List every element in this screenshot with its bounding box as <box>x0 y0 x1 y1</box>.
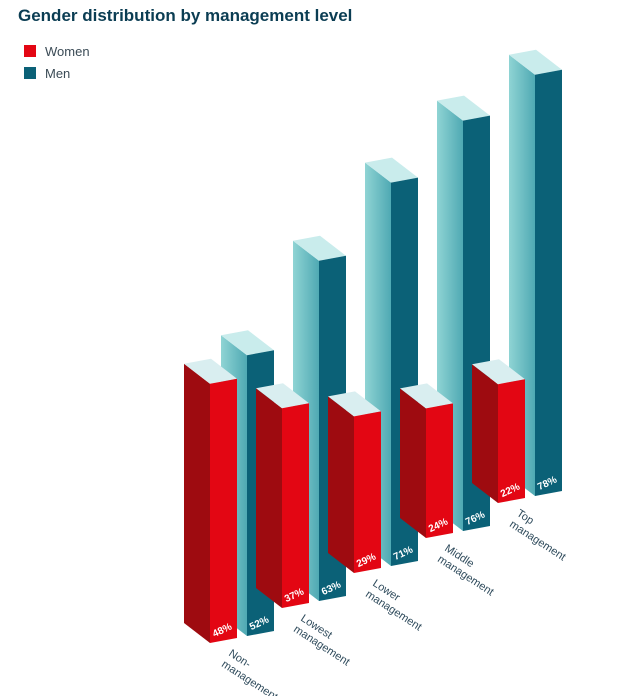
bar-women-0-side-face <box>184 363 210 643</box>
bar-women-2-top-face <box>328 391 381 417</box>
bar-women-2-side-face <box>328 396 354 573</box>
bar-women-3-top-face <box>400 383 453 409</box>
bar-women-4-top-face <box>472 359 525 385</box>
legend-item-men: Men <box>24 62 90 84</box>
chart-title: Gender distribution by management level <box>18 6 353 25</box>
category-label-2: Lowermanagement <box>363 577 430 633</box>
category-label-0: Non-management <box>219 647 286 696</box>
bar-women-0 <box>184 358 237 643</box>
bar-women-0-front-face <box>210 378 237 643</box>
category-label-1: Lowestmanagement <box>291 612 358 668</box>
bars-layer <box>184 49 562 643</box>
bar-women-4-front-face <box>498 379 525 503</box>
bar-men-4 <box>509 49 562 497</box>
category-label-3: Middlemanagement <box>435 542 502 598</box>
bar-women-1 <box>256 383 309 608</box>
bar-women-3-side-face <box>400 388 426 538</box>
bar-women-4-side-face <box>472 364 498 503</box>
bar-women-4 <box>472 359 525 503</box>
bar-men-4-top-face <box>509 49 562 75</box>
bar-men-1-top-face <box>293 235 346 261</box>
legend-item-women: Women <box>24 40 90 62</box>
bar-men-0-top-face <box>221 330 274 356</box>
bar-women-3 <box>400 383 453 538</box>
bar-men-3-top-face <box>437 95 490 121</box>
bar-women-1-side-face <box>256 388 282 608</box>
bar-women-0-top-face <box>184 358 237 384</box>
bar-women-2-front-face <box>354 411 381 573</box>
bar-men-4-front-face <box>535 69 562 497</box>
bar-women-2 <box>328 391 381 573</box>
bar-women-1-top-face <box>256 383 309 409</box>
bar-men-2-top-face <box>365 157 418 183</box>
legend-swatch-men <box>24 67 36 79</box>
category-label-4: Topmanagement <box>507 507 574 563</box>
legend-swatch-women <box>24 45 36 57</box>
legend-label-women: Women <box>45 43 90 59</box>
bar-women-3-front-face <box>426 403 453 538</box>
legend-label-men: Men <box>45 65 71 81</box>
bar-women-1-front-face <box>282 403 309 608</box>
legend: Women Men <box>24 40 90 84</box>
